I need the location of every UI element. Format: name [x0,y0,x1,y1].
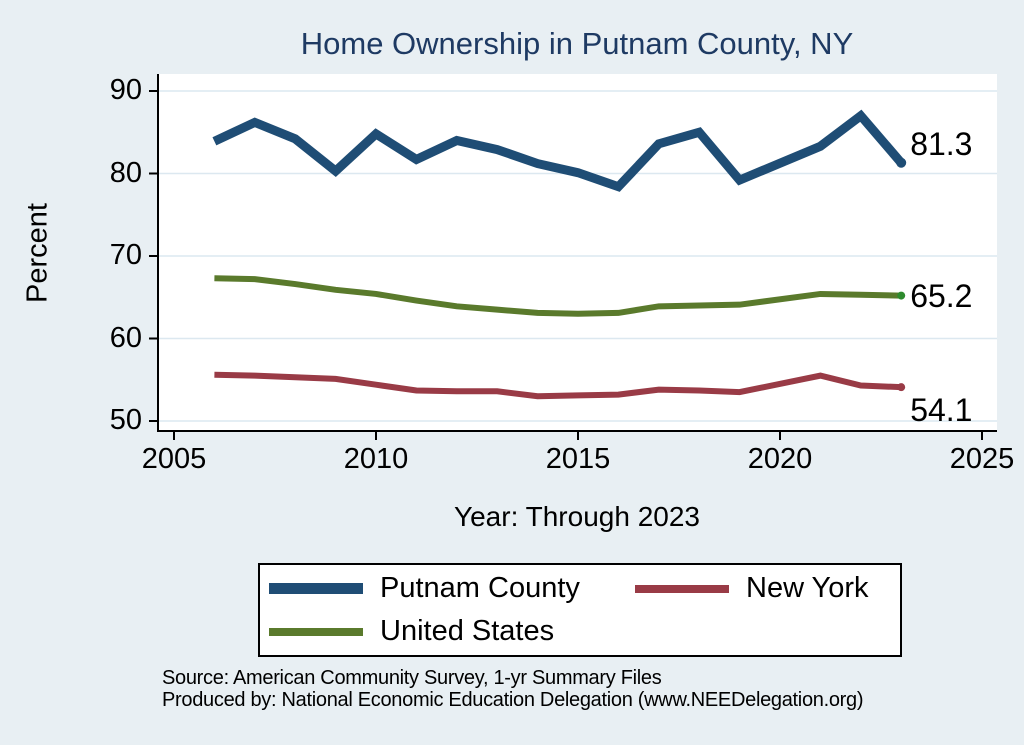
series-end-marker-putnam-county [896,157,907,168]
end-value-label-putnam-county: 81.3 [910,125,973,162]
x-tick-label-2025: 2025 [949,443,1015,475]
x-tick-label-2005: 2005 [141,443,207,475]
y-tick-label-90: 90 [109,74,142,106]
y-tick-label-60: 60 [109,321,142,354]
series-line-new-york [214,371,902,400]
legend-item-putnam-county: Putnam County [269,567,635,610]
legend-label-new-york: New York [746,572,869,604]
x-tick-label-2015: 2015 [545,443,611,475]
source-note: Source: American Community Survey, 1-yr … [162,667,864,711]
putnam-county-line-swatch-icon [269,583,363,594]
end-value-label-new-york: 54.1 [910,392,973,429]
series-line-united-states [214,275,902,317]
new-york-line-swatch-icon [635,584,729,593]
plot-svg [149,74,997,440]
source-line: Source: American Community Survey, 1-yr … [162,667,662,689]
x-tick-label-2010: 2010 [343,443,409,475]
y-tick-label-50: 50 [109,404,142,436]
legend-label-putnam-county: Putnam County [380,572,580,604]
series-line-putnam-county [212,109,905,192]
y-tick-label-70: 70 [109,239,142,271]
united-states-line-swatch-icon [269,627,363,636]
legend-item-new-york: New York [635,567,900,610]
end-value-label-united-states: 65.2 [910,277,973,314]
x-axis-title: Year: Through 2023 [454,501,700,532]
legend: Putnam County New York United States [258,563,902,657]
y-axis-title: Percent [21,203,54,303]
produced-by-line: Produced by: National Economic Education… [162,689,864,711]
series-end-marker-new-york [897,383,906,392]
series-end-marker-united-states [897,291,906,300]
x-tick-label-2020: 2020 [747,443,813,475]
plot-area [149,74,997,440]
legend-label-united-states: United States [380,615,555,647]
legend-item-united-states: United States [269,610,635,653]
chart-title: Home Ownership in Putnam County, NY [300,26,854,61]
y-tick-label-80: 80 [109,156,142,189]
